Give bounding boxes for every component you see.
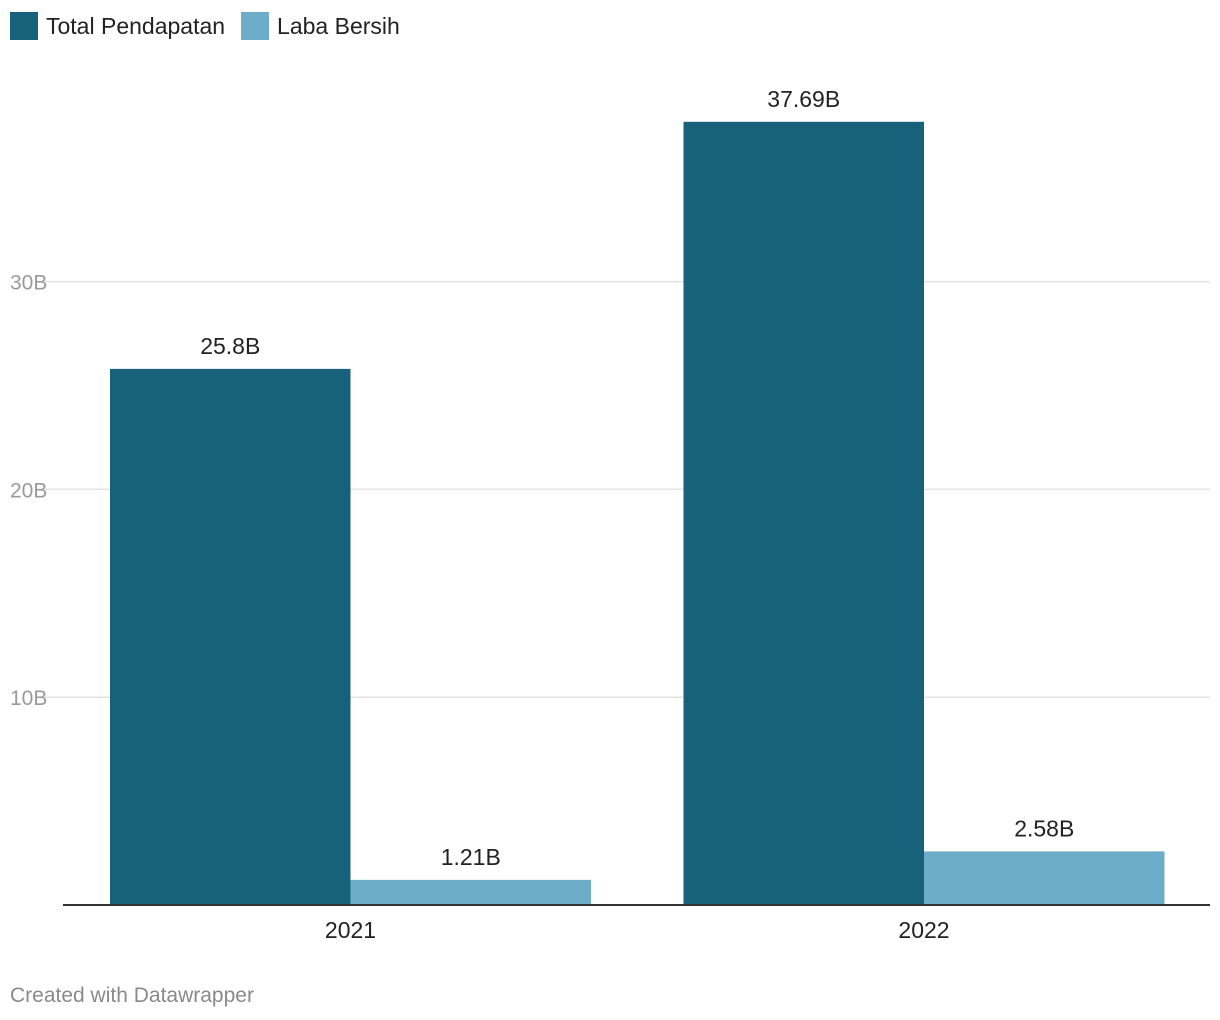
- legend-label-total-pendapatan: Total Pendapatan: [46, 12, 226, 39]
- bar: [350, 879, 591, 905]
- data-label: 37.69B: [767, 86, 840, 112]
- y-tick-label: 20B: [10, 479, 47, 502]
- bar: [683, 121, 924, 905]
- data-label: 25.8B: [200, 333, 260, 359]
- legend: Total Pendapatan Laba Bersih: [10, 10, 400, 42]
- legend-item-laba-bersih: Laba Bersih: [241, 12, 400, 40]
- bar: [110, 368, 351, 906]
- data-label: 2.58B: [1014, 815, 1074, 841]
- legend-swatch-total-pendapatan: [10, 12, 38, 40]
- data-label: 1.21B: [441, 844, 501, 870]
- footer-credit: Created with Datawrapper: [10, 984, 254, 1007]
- bar: [924, 851, 1165, 905]
- x-tick-label: 2021: [325, 917, 376, 943]
- y-tick-label: 10B: [10, 687, 47, 710]
- legend-swatch-laba-bersih: [241, 12, 270, 40]
- y-tick-label: 30B: [10, 272, 47, 295]
- x-tick-label: 2022: [898, 917, 949, 943]
- legend-label-laba-bersih: Laba Bersih: [277, 12, 400, 39]
- legend-item-total-pendapatan: Total Pendapatan: [10, 12, 225, 40]
